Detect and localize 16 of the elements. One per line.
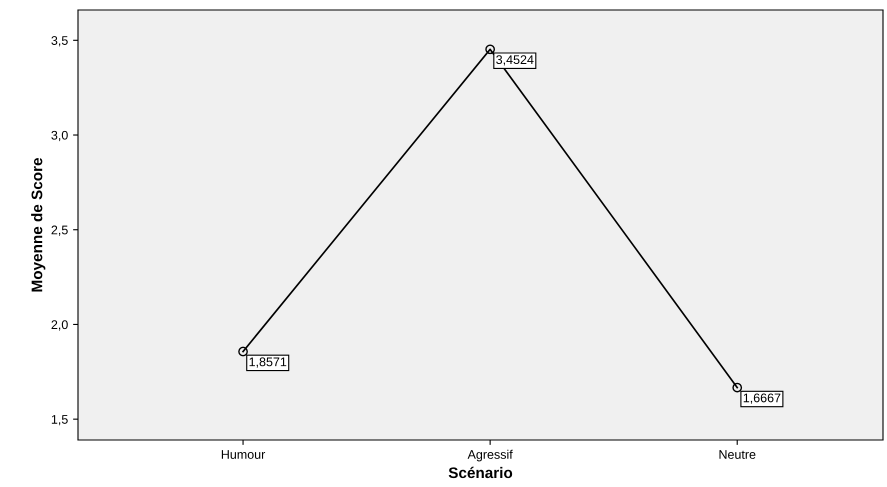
y-tick-label: 2,0 [52, 320, 68, 331]
data-label: 1,6667 [744, 393, 780, 404]
y-tick-label: 2,5 [52, 226, 68, 236]
x-axis-title: Scénario [448, 466, 512, 478]
y-axis-title: Moyenne de Score [31, 158, 46, 292]
point [238, 346, 248, 356]
x-tick-label: Neutre [719, 450, 756, 459]
data-label: 3,4524 [496, 55, 534, 66]
x-tick-label: Humour [222, 450, 266, 459]
y-tick-label: 3,5 [51, 36, 68, 46]
point [485, 44, 495, 54]
y-tick-label: 3,0 [51, 130, 68, 142]
data-label: 1,8571 [250, 357, 286, 368]
x-tick-label: Agressif [468, 450, 513, 462]
y-tick-label: 1,5 [52, 415, 68, 426]
point [732, 382, 742, 392]
